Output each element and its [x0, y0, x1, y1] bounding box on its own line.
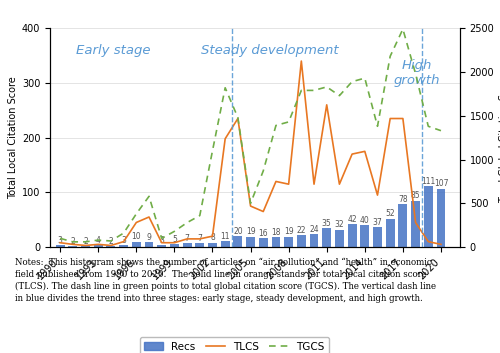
- Text: 2: 2: [70, 237, 75, 246]
- Text: 18: 18: [271, 228, 280, 237]
- Bar: [436, 189, 446, 247]
- Text: 7: 7: [198, 234, 202, 243]
- Bar: [56, 245, 64, 247]
- Text: 10: 10: [132, 232, 141, 241]
- Text: 19: 19: [284, 227, 294, 237]
- Bar: [386, 219, 394, 247]
- Bar: [360, 225, 369, 247]
- Bar: [196, 243, 204, 247]
- Bar: [398, 204, 407, 247]
- Bar: [348, 224, 356, 247]
- Text: Notes:  This histogram shows the number of articles on “air pollution” and “heal: Notes: This histogram shows the number o…: [15, 258, 436, 303]
- Text: 107: 107: [434, 179, 448, 188]
- Bar: [106, 246, 116, 247]
- Bar: [411, 201, 420, 247]
- Bar: [335, 229, 344, 247]
- Bar: [246, 237, 255, 247]
- Bar: [310, 234, 318, 247]
- Bar: [182, 243, 192, 247]
- Text: 4: 4: [96, 236, 100, 245]
- Bar: [170, 244, 179, 247]
- Bar: [259, 238, 268, 247]
- Text: 2: 2: [108, 237, 114, 246]
- Text: 3: 3: [160, 236, 164, 245]
- Text: 8: 8: [210, 233, 215, 243]
- Text: 52: 52: [386, 209, 395, 219]
- Text: 42: 42: [348, 215, 357, 224]
- Text: 111: 111: [421, 177, 436, 186]
- Text: 16: 16: [258, 229, 268, 238]
- Text: 40: 40: [360, 216, 370, 225]
- Bar: [373, 227, 382, 247]
- Text: 37: 37: [372, 217, 382, 227]
- Text: 7: 7: [184, 234, 190, 243]
- Text: 32: 32: [334, 220, 344, 229]
- Text: 24: 24: [309, 225, 319, 234]
- Bar: [297, 235, 306, 247]
- Text: 9: 9: [146, 233, 152, 242]
- Text: Steady development: Steady development: [200, 43, 338, 56]
- Text: 22: 22: [296, 226, 306, 235]
- Bar: [424, 186, 432, 247]
- Bar: [144, 242, 154, 247]
- Text: 35: 35: [322, 219, 332, 228]
- Text: 3: 3: [58, 236, 62, 245]
- Text: High
growth: High growth: [394, 59, 440, 87]
- Bar: [322, 228, 331, 247]
- Bar: [208, 243, 217, 247]
- Bar: [284, 237, 293, 247]
- Bar: [94, 245, 102, 247]
- Bar: [234, 236, 242, 247]
- Y-axis label: Tocal Global Citation Score: Tocal Global Citation Score: [498, 73, 500, 203]
- Bar: [132, 241, 141, 247]
- Bar: [119, 245, 128, 247]
- Text: 2: 2: [83, 237, 88, 246]
- Bar: [272, 237, 280, 247]
- Text: 85: 85: [411, 191, 420, 200]
- Text: 11: 11: [220, 232, 230, 241]
- Bar: [81, 246, 90, 247]
- Bar: [68, 246, 78, 247]
- Text: 5: 5: [172, 235, 177, 244]
- Bar: [158, 245, 166, 247]
- Text: 20: 20: [233, 227, 242, 236]
- Legend: Recs, TLCS, TGCS: Recs, TLCS, TGCS: [140, 337, 329, 353]
- Text: 78: 78: [398, 195, 407, 204]
- Bar: [220, 241, 230, 247]
- Text: 19: 19: [246, 227, 256, 237]
- Y-axis label: Total Local Citation Score: Total Local Citation Score: [8, 76, 18, 199]
- Text: Early stage: Early stage: [76, 43, 151, 56]
- Text: 3: 3: [121, 236, 126, 245]
